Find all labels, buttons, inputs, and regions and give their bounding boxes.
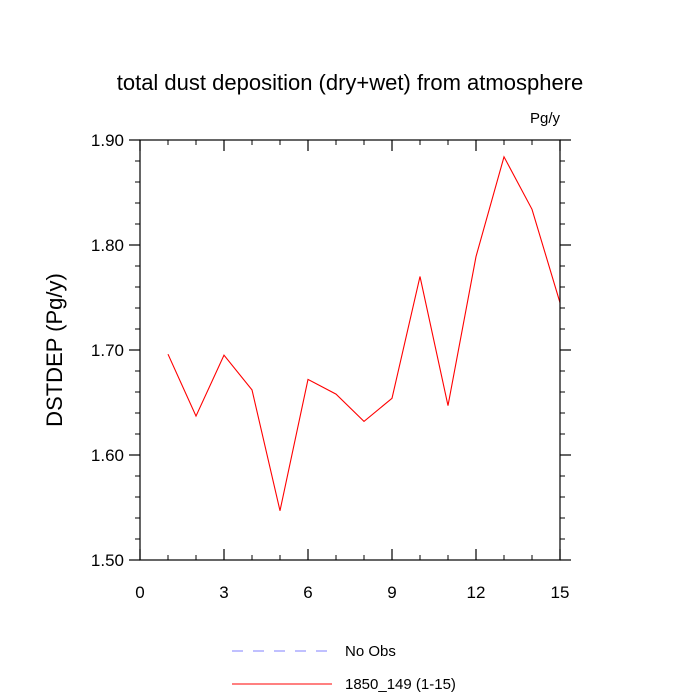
x-tick-label: 9 [387,583,396,602]
y-axis-label: DSTDEP (Pg/y) [42,273,67,427]
legend: No Obs 1850_149 (1-15) [232,643,456,693]
plot-frame [139,139,561,561]
x-tick-label: 15 [551,583,570,602]
x-tick-label: 12 [467,583,486,602]
x-tick-label: 3 [219,583,228,602]
units-label: Pg/y [530,110,561,127]
chart-title: total dust deposition (dry+wet) from atm… [117,70,584,95]
legend-label: No Obs [345,643,396,660]
series-layer [167,155,561,511]
y-tick-label: 1.50 [91,551,124,570]
legend-label: 1850_149 (1-15) [345,676,456,693]
y-tick-label: 1.90 [91,131,124,150]
x-tick-label: 0 [135,583,144,602]
y-tick-label: 1.80 [91,236,124,255]
x-tick-label: 6 [303,583,312,602]
plot-axes: 0 3 6 9 12 15 1.50 1.60 1.70 1.80 1.90 [91,131,571,602]
y-tick-label: 1.60 [91,446,124,465]
series-line-1850-149 [167,155,561,511]
y-tick-label: 1.70 [91,341,124,360]
